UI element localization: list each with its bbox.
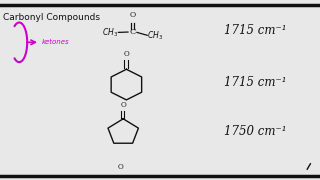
Text: O: O [124, 50, 129, 58]
Text: ketones: ketones [42, 39, 69, 45]
Text: $\mathit{CH_3}$: $\mathit{CH_3}$ [147, 30, 163, 42]
Text: O: O [130, 11, 136, 19]
Text: 1715 cm⁻¹: 1715 cm⁻¹ [224, 76, 286, 89]
Text: 1715 cm⁻¹: 1715 cm⁻¹ [224, 24, 286, 37]
Text: O: O [120, 101, 126, 109]
Text: C: C [130, 28, 136, 35]
Text: O: O [117, 163, 123, 171]
Text: $\mathit{CH_3}$: $\mathit{CH_3}$ [102, 26, 118, 39]
Text: 1750 cm⁻¹: 1750 cm⁻¹ [224, 125, 286, 138]
Text: Carbonyl Compounds: Carbonyl Compounds [3, 13, 100, 22]
